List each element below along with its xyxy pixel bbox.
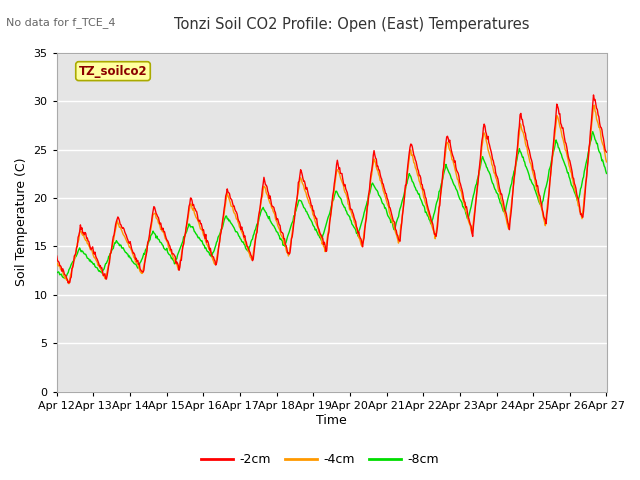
Text: TZ_soilco2: TZ_soilco2 (79, 65, 147, 78)
Text: No data for f_TCE_4: No data for f_TCE_4 (6, 17, 116, 28)
Text: Tonzi Soil CO2 Profile: Open (East) Temperatures: Tonzi Soil CO2 Profile: Open (East) Temp… (174, 17, 530, 32)
Y-axis label: Soil Temperature (C): Soil Temperature (C) (15, 158, 28, 287)
X-axis label: Time: Time (316, 414, 347, 427)
Legend: -2cm, -4cm, -8cm: -2cm, -4cm, -8cm (196, 448, 444, 471)
